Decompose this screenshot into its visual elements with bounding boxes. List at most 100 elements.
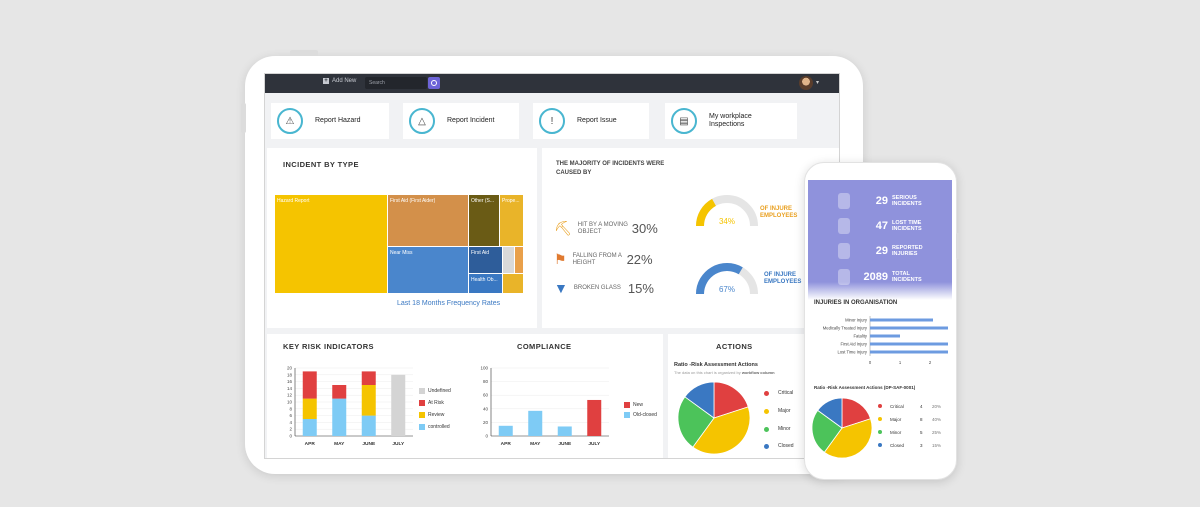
kri-ytick: 10 (287, 400, 293, 405)
crane-icon: ⛏ (554, 220, 572, 236)
kri-bar-undefined-july[interactable] (391, 374, 406, 436)
hazard-icon: ⚠ (277, 108, 303, 134)
treemap-health-ob[interactable]: Health Ob... (469, 274, 502, 293)
gauge-34-caption: OF INJURE EMPLOYEES (760, 206, 798, 219)
phone-slice-closed[interactable] (817, 397, 843, 429)
add-new-button[interactable]: + Add New (323, 78, 357, 84)
legend-controlled: controlled (419, 424, 450, 430)
kri-ytick: 18 (287, 372, 293, 377)
kri-bar-at-risk-may[interactable] (332, 385, 347, 399)
report-issue-button[interactable]: ! Report Issue (533, 103, 649, 139)
injuries-title: INJURIES IN ORGANISATION (814, 300, 898, 306)
kri-bar-controlled-may[interactable] (332, 398, 347, 436)
tablet-top-button (290, 50, 318, 56)
kri-ytick: 8 (289, 406, 292, 411)
alert-icon: ! (539, 108, 565, 134)
treemap-near-miss[interactable]: Near Miss (388, 247, 468, 293)
treemap: Hazard Report First Aid (First Aider) Ot… (275, 195, 523, 293)
legend-closed: Closed (764, 443, 794, 449)
search-input[interactable]: Search (365, 77, 427, 89)
incident-by-type-card: INCIDENT BY TYPE Hazard Report First Aid… (267, 148, 537, 328)
kri-title: KEY RISK INDICATORS (283, 342, 374, 351)
kri-compliance-card: KEY RISK INDICATORS 0 2 4 6 8 10 12 14 16 18 20 APR… (267, 334, 663, 458)
phone-screen: 29 SERIOUS INCIDENTS 47 LOST TIME INCIDENTS … (808, 180, 952, 465)
gauge-34: 34% (696, 195, 758, 227)
legend-new: New (624, 402, 643, 408)
injury-icon (838, 243, 850, 259)
injuries-bar-medically-treated-injury[interactable] (870, 326, 948, 330)
treemap-small-gray[interactable] (503, 247, 514, 273)
kri-xtick: JULY (392, 441, 405, 447)
actions-subtitle: Ratio -Risk Assessment Actions (674, 362, 758, 368)
injuries-bar-first-aid-injury[interactable] (870, 342, 948, 346)
injuries-label: Fatality (854, 334, 868, 339)
report-incident-button[interactable]: △ Report Incident (403, 103, 519, 139)
incident-by-type-title: INCIDENT BY TYPE (283, 160, 359, 169)
kri-bar-at-risk-apr[interactable] (302, 371, 317, 399)
stat-lost-time-incidents: 47 LOST TIME INCIDENTS (808, 213, 952, 239)
kri-ytick: 2 (289, 427, 292, 432)
treemap-small-orange[interactable] (515, 247, 523, 273)
ratio-title: Ratio -Risk Assessment Actions (DP-SAF-0… (814, 385, 916, 390)
report-hazard-button[interactable]: ⚠ Report Hazard (271, 103, 389, 139)
kri-xtick: MAY (334, 441, 345, 447)
actions-slice-minor[interactable] (677, 396, 715, 448)
actions-title: ACTIONS (716, 342, 753, 351)
legend-old-closed: Old-closed (624, 412, 657, 418)
kri-bar-controlled-apr[interactable] (302, 419, 317, 436)
compliance-bar-old-closed-apr[interactable] (498, 425, 513, 436)
compliance-xtick: APR (501, 441, 512, 447)
treemap-other[interactable]: Other (S... (469, 195, 499, 246)
actions-slice-critical[interactable] (713, 381, 749, 419)
injuries-bar-minor-injury[interactable] (870, 318, 933, 322)
kri-ytick: 16 (287, 379, 293, 384)
glass-icon: ▼ (554, 280, 568, 296)
kri-bar-review-apr[interactable] (302, 398, 317, 419)
phone-legend-closed: Closed 3 15% (878, 441, 950, 449)
kri-ytick: 6 (289, 413, 292, 418)
top-bar: + Add New Search ▾ (265, 74, 839, 93)
legend-critical: Critical (764, 390, 793, 396)
compliance-bar-new-july[interactable] (587, 399, 602, 436)
plus-icon: + (323, 78, 329, 84)
chevron-down-icon[interactable]: ▾ (816, 80, 820, 86)
legend-review: Review (419, 412, 444, 418)
compliance-title: COMPLIANCE (517, 342, 572, 351)
kri-bar-review-june[interactable] (361, 385, 376, 416)
injuries-bar-fatality[interactable] (870, 334, 900, 338)
avatar[interactable] (799, 76, 813, 90)
actions-slice-closed[interactable] (684, 381, 715, 419)
actions-slice-major[interactable] (692, 406, 751, 455)
phone-slice-critical[interactable] (841, 397, 872, 429)
stat-reported-injuries: 29 REPORTED INJURIES (808, 238, 952, 264)
kri-ytick: 14 (287, 386, 293, 391)
compliance-bar-old-closed-may[interactable] (528, 410, 543, 436)
stat-total-incidents: 2089 TOTAL INCIDENTS (808, 264, 952, 290)
kri-bar-controlled-june[interactable] (361, 415, 376, 436)
search-icon[interactable] (428, 77, 440, 89)
phone-slice-major[interactable] (823, 418, 873, 459)
treemap-first-aid[interactable]: First Aid (469, 247, 502, 273)
kri-bar-at-risk-june[interactable] (361, 371, 376, 385)
treemap-small-yellow[interactable] (503, 274, 523, 293)
phone-slice-minor[interactable] (811, 409, 843, 453)
treemap-first-aid-first-aider[interactable]: First Aid (First Aider) (388, 195, 468, 246)
kri-xtick: JUNE (362, 441, 376, 447)
workplace-inspections-button[interactable]: ▤ My workplace Inspections (665, 103, 797, 139)
injuries-bar-lost-time-injury[interactable] (870, 350, 948, 354)
compliance-ytick: 20 (483, 420, 489, 425)
svg-text:34%: 34% (719, 217, 735, 226)
ladder-fall-icon: ⚑ (554, 251, 567, 267)
phone-legend-critical: Critical 4 20% (878, 402, 950, 410)
treemap-hazard-report[interactable]: Hazard Report (275, 195, 387, 293)
treemap-property[interactable]: Prope... (500, 195, 523, 246)
compliance-ytick: 100 (480, 366, 488, 371)
compliance-bar-old-closed-june[interactable] (557, 426, 572, 436)
injuries-xtick: 0 (869, 360, 872, 365)
person-icon (838, 193, 850, 209)
injuries-label: First Aid Injury (840, 342, 867, 347)
frequency-rates-link[interactable]: Last 18 Months Frequency Rates (397, 300, 501, 307)
actions-note: The data on this chart is organized by w… (674, 370, 775, 375)
legend-major: Major (764, 408, 791, 414)
injuries-label: Lost Time Injury (837, 350, 867, 355)
